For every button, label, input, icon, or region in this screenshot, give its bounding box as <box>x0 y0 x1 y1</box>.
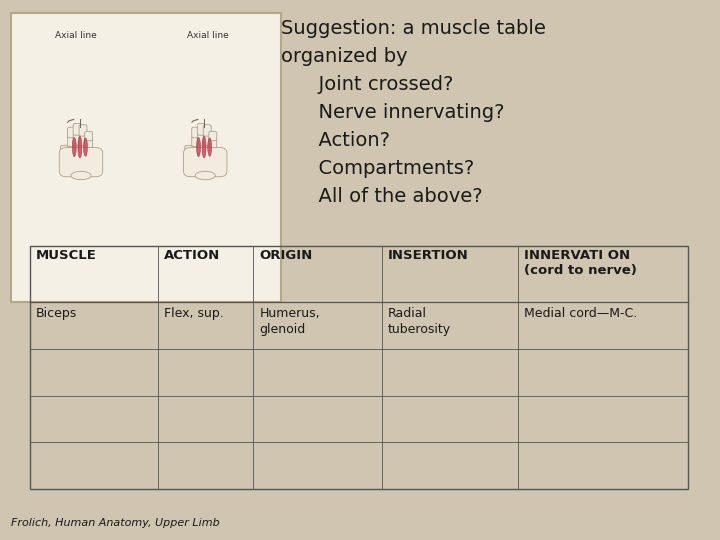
Text: Axial line: Axial line <box>187 31 229 40</box>
Text: ACTION: ACTION <box>164 249 220 262</box>
FancyBboxPatch shape <box>203 134 211 146</box>
FancyBboxPatch shape <box>203 125 211 136</box>
FancyBboxPatch shape <box>185 145 192 155</box>
Text: Biceps: Biceps <box>36 307 77 320</box>
Text: Frolich, Human Anatomy, Upper Limb: Frolich, Human Anatomy, Upper Limb <box>11 518 220 528</box>
Text: INSERTION: INSERTION <box>387 249 468 262</box>
Bar <box>30 246 688 489</box>
Ellipse shape <box>72 138 76 157</box>
FancyBboxPatch shape <box>79 125 87 136</box>
FancyBboxPatch shape <box>192 145 199 156</box>
FancyBboxPatch shape <box>192 127 199 138</box>
FancyBboxPatch shape <box>209 131 217 141</box>
Text: Nerve innervating?: Nerve innervating? <box>281 103 504 122</box>
Text: Joint crossed?: Joint crossed? <box>281 75 453 94</box>
Text: Suggestion: a muscle table: Suggestion: a muscle table <box>281 19 546 38</box>
FancyBboxPatch shape <box>68 145 76 156</box>
FancyBboxPatch shape <box>73 144 81 156</box>
FancyBboxPatch shape <box>184 147 227 177</box>
FancyBboxPatch shape <box>203 144 211 156</box>
FancyBboxPatch shape <box>197 133 205 145</box>
Text: INNERVATI ON
(cord to nerve): INNERVATI ON (cord to nerve) <box>524 249 636 278</box>
FancyBboxPatch shape <box>85 131 93 141</box>
Text: MUSCLE: MUSCLE <box>36 249 97 262</box>
FancyBboxPatch shape <box>59 147 103 177</box>
FancyBboxPatch shape <box>192 136 199 146</box>
Text: Action?: Action? <box>281 131 390 150</box>
FancyBboxPatch shape <box>60 145 68 155</box>
Ellipse shape <box>84 138 87 156</box>
FancyBboxPatch shape <box>197 124 205 135</box>
Ellipse shape <box>197 138 200 157</box>
Text: All of the above?: All of the above? <box>281 187 482 206</box>
FancyBboxPatch shape <box>197 144 205 156</box>
FancyBboxPatch shape <box>85 139 93 148</box>
Ellipse shape <box>195 171 215 180</box>
Text: Flex, sup.: Flex, sup. <box>164 307 224 320</box>
FancyBboxPatch shape <box>209 139 217 148</box>
Ellipse shape <box>71 171 91 180</box>
Text: Axial line: Axial line <box>55 31 96 40</box>
Text: Compartments?: Compartments? <box>281 159 474 178</box>
Ellipse shape <box>78 136 82 158</box>
Text: Radial
tuberosity: Radial tuberosity <box>387 307 451 336</box>
FancyBboxPatch shape <box>79 134 87 146</box>
Text: ORIGIN: ORIGIN <box>259 249 312 262</box>
FancyBboxPatch shape <box>73 124 81 135</box>
FancyBboxPatch shape <box>73 133 81 145</box>
FancyBboxPatch shape <box>85 146 93 156</box>
FancyBboxPatch shape <box>186 153 194 163</box>
Text: Medial cord—M-C.: Medial cord—M-C. <box>524 307 637 320</box>
FancyBboxPatch shape <box>68 127 76 138</box>
FancyBboxPatch shape <box>68 136 76 146</box>
Ellipse shape <box>207 138 212 156</box>
Bar <box>11 14 281 302</box>
Text: Humerus,
glenoid: Humerus, glenoid <box>259 307 320 336</box>
FancyBboxPatch shape <box>79 144 87 156</box>
FancyBboxPatch shape <box>62 153 70 163</box>
FancyBboxPatch shape <box>209 146 217 156</box>
Ellipse shape <box>202 136 206 158</box>
Text: organized by: organized by <box>281 47 408 66</box>
